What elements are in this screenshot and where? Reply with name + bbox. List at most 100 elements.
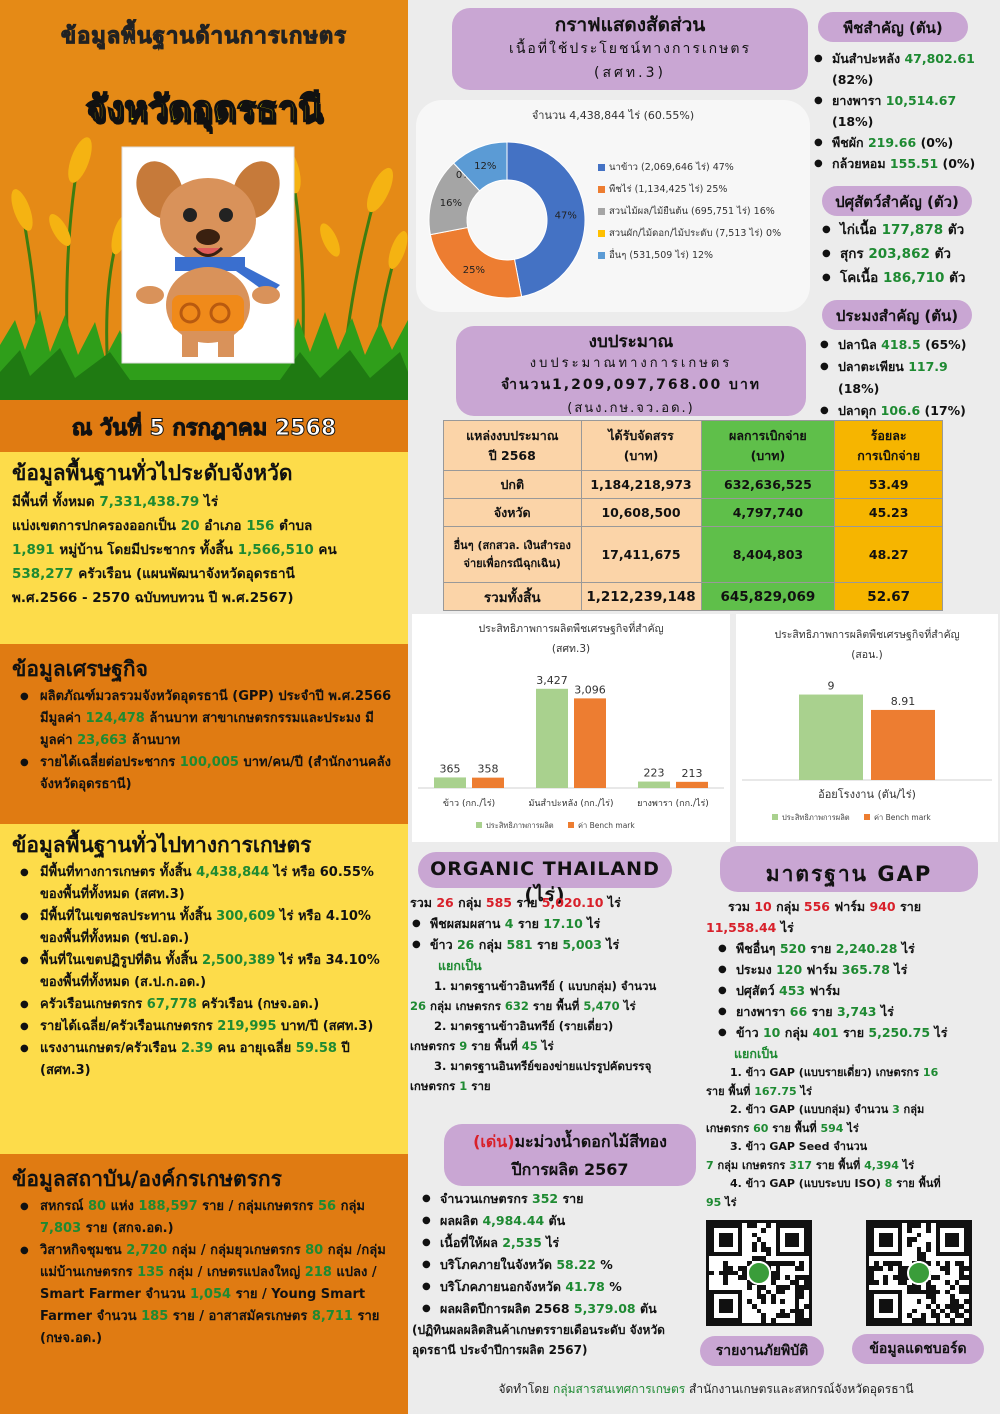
pie-source: (สศท.3) [594, 65, 666, 81]
dashboard-qr-code[interactable] [866, 1220, 972, 1326]
list-item: สุกร 203,862 ตัว [820, 242, 998, 266]
livestock-title-banner [822, 186, 972, 216]
qr-module [804, 1284, 809, 1290]
text-line: 3. มาตรฐานอินทรีย์ของข่ายแปรรูปคัดบรรจุ [434, 1059, 652, 1073]
qr-module [926, 1303, 931, 1309]
qr-module [751, 1223, 757, 1228]
qr-module [794, 1299, 800, 1304]
qr-module [799, 1284, 805, 1290]
table-row: ปกติ 1,184,218,973 632,636,525 53.49 [443, 470, 943, 499]
pie-slice-label: 16% [440, 198, 462, 209]
pie-legend: นาข้าว (2,069,646 ไร่) 47% พืชไร่ (1,134,… [598, 156, 808, 266]
pie-slice-label: 0% [456, 170, 472, 181]
text-line: เกษตรกร 1 ราย [410, 1079, 491, 1093]
qr-module [756, 1256, 762, 1262]
list-item: ผลผลิต 4,984.44 ตัน [420, 1210, 696, 1232]
qr-module [911, 1223, 917, 1228]
text-line: เกษตรกร 60 ราย พื้นที่ 594 ไร่ [706, 1121, 859, 1135]
qr-module [945, 1261, 950, 1266]
qr-label-banner [700, 1336, 824, 1366]
budget-source: (สนง.กษ.จว.อด.) [567, 401, 695, 416]
qr-module [888, 1261, 893, 1266]
legend-item: สวนผัก/ไม้ดอก/ไม้ประดับ (7,513 ไร่) 0% [598, 222, 808, 244]
qr-module [775, 1289, 781, 1295]
section-heading: ข้อมูลเศรษฐกิจ [12, 657, 148, 681]
split-label: แยกเป็น [438, 958, 482, 973]
qr-module [785, 1284, 790, 1290]
fishery-title: ประมงสำคัญ (ตัน) [835, 307, 959, 325]
qr-module [775, 1261, 781, 1266]
cell: ปกติ [443, 470, 582, 499]
bar [574, 698, 606, 788]
qr-module [775, 1284, 781, 1290]
qr-module [907, 1289, 912, 1295]
bar [638, 781, 670, 788]
qr-module [761, 1313, 767, 1319]
qr-module [761, 1227, 767, 1233]
list-item: ปลาดุก 106.6 (17%) [818, 400, 998, 422]
qr-module [926, 1280, 931, 1285]
qr-module [949, 1299, 955, 1304]
budget-title: งบประมาณ [588, 332, 674, 352]
disaster-report-qr-code[interactable] [706, 1220, 812, 1326]
legend-label: สวนไม้ผล/ไม้ยืนต้น (695,751 ไร่) 16% [609, 205, 775, 217]
list-item: ประมง 120 ฟาร์ม 365.78 ไร่ [716, 959, 996, 980]
pie-subtitle: เนื้อที่ใช้ประโยชน์ทางการเกษตร [509, 41, 751, 57]
qr-module [945, 1303, 950, 1309]
qr-module [794, 1284, 800, 1290]
qr-module [945, 1280, 950, 1285]
qr-module [907, 1242, 912, 1247]
mango-note: (ปฏิทินผลผลิตสินค้าเกษตรรายเดือนระดับ จั… [412, 1323, 665, 1357]
qr-module [930, 1289, 936, 1295]
dashboard-label[interactable]: ข้อมูลแดชบอร์ด [869, 1341, 967, 1357]
list-item: มันสำปะหลัง 47,802.61(82%) [812, 48, 998, 90]
qr-module [794, 1275, 800, 1281]
crops-title-banner [818, 12, 968, 42]
bar-value-label: 8.91 [891, 695, 916, 708]
qr-module [742, 1270, 748, 1276]
bar-value-label: 3,427 [536, 674, 568, 687]
gap-title: มาตรฐาน GAP [765, 862, 933, 886]
qr-module [949, 1284, 955, 1290]
cell: 52.67 [834, 582, 943, 611]
legend-label: สวนผัก/ไม้ดอก/ไม้ประดับ (7,513 ไร่) 0% [609, 227, 782, 239]
bar [472, 777, 504, 788]
text-line: 11,558.44 ไร่ [706, 920, 794, 935]
cell: 45.23 [834, 498, 943, 527]
qr-finder [878, 1299, 893, 1314]
legend-label: พืชไร่ (1,134,425 ไร่) 25% [609, 183, 728, 195]
qr-module [959, 1265, 965, 1271]
hero-banner: ข้อมูลพื้นฐานด้านการเกษตร จังหวัดอุดรธาน… [0, 0, 408, 400]
qr-module [883, 1261, 889, 1266]
qr-module [897, 1265, 903, 1271]
qr-module [964, 1284, 969, 1290]
list-item: ข้าว 26 กลุ่ม 581 ราย 5,003 ไร่ [410, 934, 704, 955]
qr-module [916, 1251, 922, 1257]
qr-module [945, 1289, 950, 1295]
qr-module [709, 1270, 714, 1276]
text-line: 95 ไร่ [706, 1195, 737, 1209]
general-info-section: ข้อมูลพื้นฐานทั่วไประดับจังหวัด มีพื้นที… [0, 452, 408, 644]
text-line: 1. มาตรฐานข้าวอินทรีย์ ( แบบกลุ่ม) จำนวน [434, 979, 657, 993]
qr-module [766, 1289, 771, 1295]
qr-module [794, 1280, 800, 1285]
province-title: จังหวัดอุดรธานี [85, 88, 324, 131]
qr-module [804, 1303, 809, 1309]
qr-module [785, 1313, 790, 1319]
qr-module [761, 1246, 767, 1252]
qr-module [926, 1227, 931, 1233]
legend-label: อื่นๆ (531,509 ไร่) 12% [609, 249, 714, 261]
cell: รวมทั้งสิ้น [443, 582, 582, 611]
list-item: ยางพารา 66 ราย 3,743 ไร่ [716, 1001, 996, 1022]
mascot-illustration [121, 146, 295, 364]
qr-module [945, 1265, 950, 1271]
bar-value-label: 358 [478, 763, 499, 776]
qr-module [869, 1280, 874, 1285]
section-heading: ข้อมูลสถาบัน/องค์กรเกษตรกร [12, 1167, 282, 1191]
qr-module [930, 1299, 936, 1304]
qr-module [789, 1261, 795, 1266]
disaster-report-label[interactable]: รายงานภัยพิบัติ [715, 1343, 809, 1359]
header-source: แหล่งงบประมาณ ปี 2568 [443, 420, 582, 471]
qr-module [780, 1261, 786, 1266]
fishery-list: ปลานิล 418.5 (65%) ปลาตะเพียน 117.9(18%)… [818, 334, 998, 422]
